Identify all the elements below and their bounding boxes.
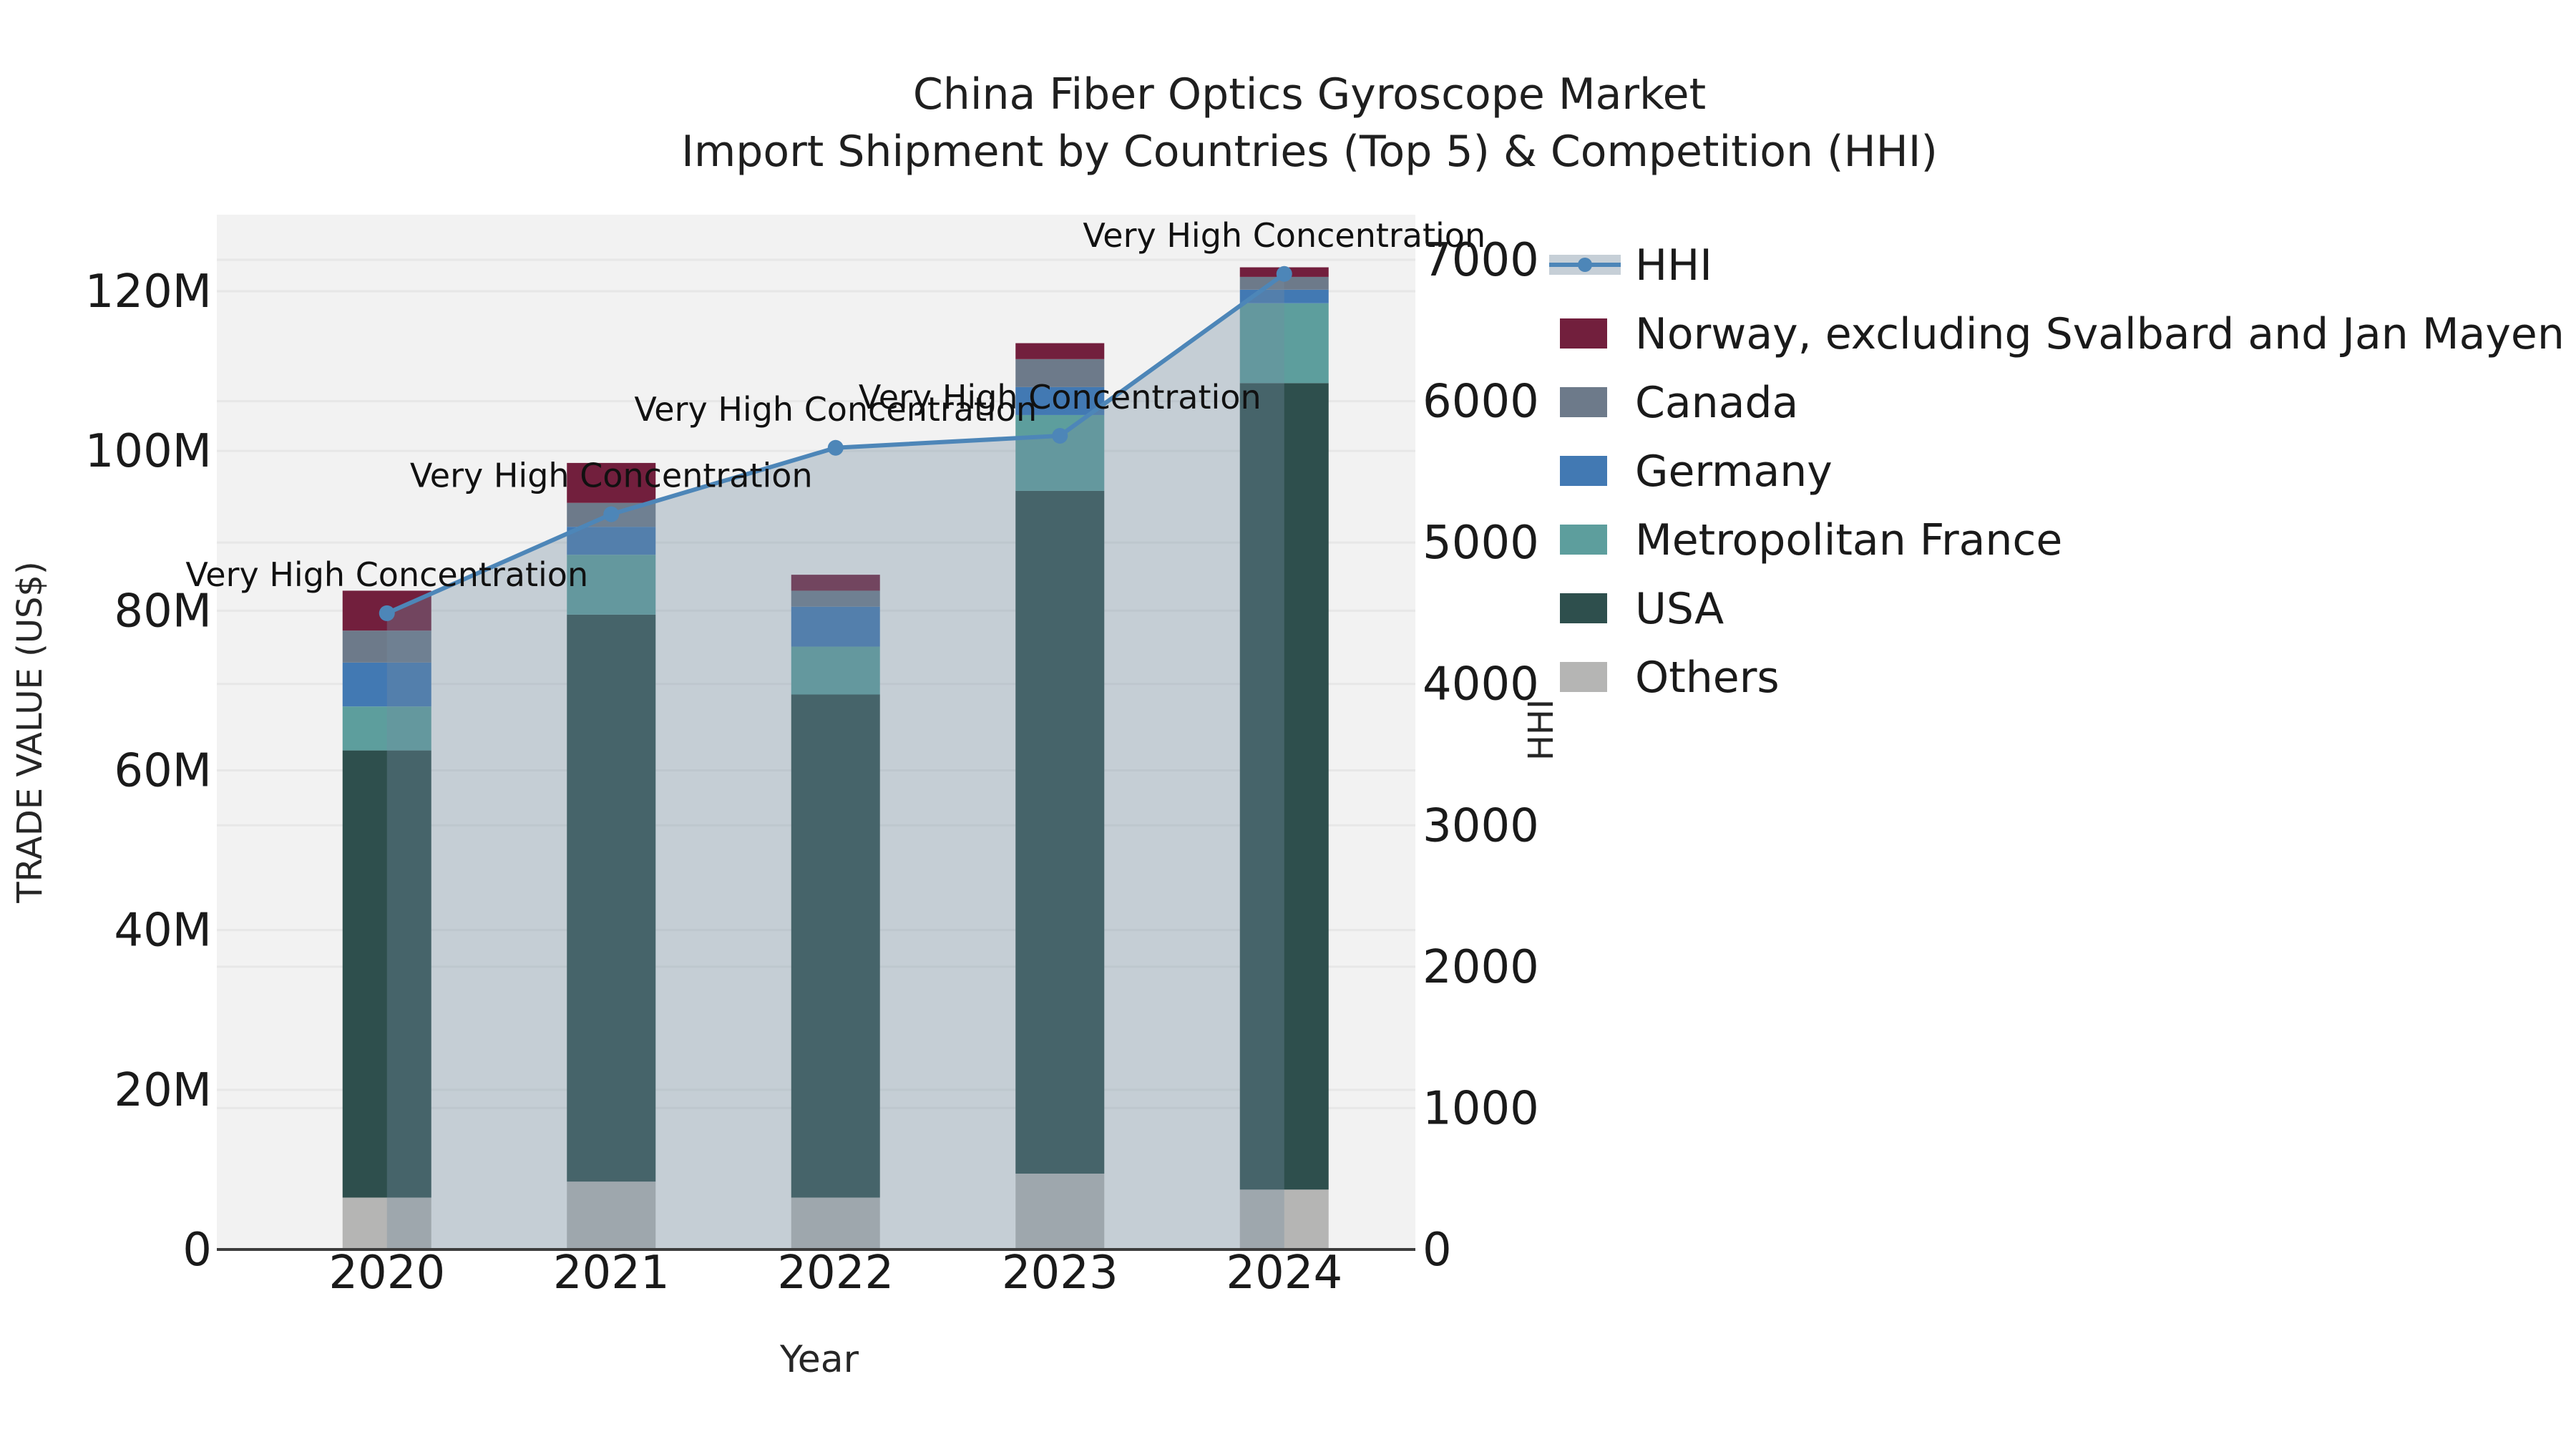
bar-segment-metropolitan-france-2021 xyxy=(567,555,656,615)
chart-title-line1: China Fiber Optics Gyroscope Market xyxy=(913,69,1706,120)
legend: HHI Norway, excluding Svalbard and Jan Ma… xyxy=(1549,240,2565,703)
y-left-tick-100M: 100M xyxy=(85,425,212,478)
chart-title-line2: Import Shipment by Countries (Top 5) & C… xyxy=(681,127,1938,177)
legend-label: Canada xyxy=(1635,378,1798,428)
x-tick-2020: 2020 xyxy=(328,1247,445,1300)
bar-segment-canada-2023 xyxy=(1015,359,1105,387)
x-tick-2024: 2024 xyxy=(1226,1247,1342,1300)
x-tick-2023: 2023 xyxy=(1002,1247,1118,1300)
bar-segment-germany-2021 xyxy=(567,527,656,555)
legend-item-canada: Canada xyxy=(1560,378,1798,428)
hhi-line-series xyxy=(379,265,1292,621)
y-right-tick-6000: 6000 xyxy=(1423,376,1539,429)
annotation-2022: Very High Concentration xyxy=(634,390,1037,429)
y-right-tick-2000: 2000 xyxy=(1423,941,1539,994)
bar-segment-norway-excluding-svalbard-and-jan-mayen-2021 xyxy=(567,462,656,503)
legend-item-hhi: HHI xyxy=(1549,240,1712,291)
y-right-tick-7000: 7000 xyxy=(1423,234,1539,287)
y-left-tick-120M: 120M xyxy=(85,265,212,318)
annotation-2021: Very High Concentration xyxy=(410,457,813,495)
legend-item-usa: USA xyxy=(1560,584,1724,634)
bar-segment-canada-2022 xyxy=(791,590,880,607)
legend-item-germany: Germany xyxy=(1560,447,1833,497)
y-right-tick-3000: 3000 xyxy=(1423,799,1539,852)
legend-swatch xyxy=(1560,662,1607,692)
y-right-tick-4000: 4000 xyxy=(1423,658,1539,711)
bar-segment-others-2024 xyxy=(1239,1189,1329,1249)
bar-segment-metropolitan-france-2020 xyxy=(342,706,431,751)
y-right-tick-5000: 5000 xyxy=(1423,517,1539,570)
y-left-tick-80M: 80M xyxy=(114,585,212,638)
hhi-point-2021 xyxy=(603,506,620,522)
y-right-tick-1000: 1000 xyxy=(1423,1082,1539,1135)
annotation-2024: Very High Concentration xyxy=(1083,216,1485,255)
bar-segment-usa-2024 xyxy=(1239,383,1329,1190)
y-left-tick-40M: 40M xyxy=(114,905,212,958)
bar-segment-canada-2020 xyxy=(342,630,431,663)
bar-segment-canada-2024 xyxy=(1239,276,1329,290)
x-tick-2021: 2021 xyxy=(553,1247,670,1300)
stacked-bars xyxy=(342,267,1329,1249)
bar-segment-usa-2023 xyxy=(1015,490,1105,1174)
legend-label: Norway, excluding Svalbard and Jan Mayen xyxy=(1635,309,2565,359)
x-axis-label: Year xyxy=(779,1338,859,1381)
bar-segment-norway-excluding-svalbard-and-jan-mayen-2022 xyxy=(791,575,880,591)
legend-item-norway-excluding-svalbard-and-jan-mayen: Norway, excluding Svalbard and Jan Mayen xyxy=(1560,309,2565,359)
bar-segment-germany-2022 xyxy=(791,606,880,647)
bar-segment-metropolitan-france-2022 xyxy=(791,646,880,695)
hhi-point-2024 xyxy=(1276,265,1292,282)
y-left-tick-0: 0 xyxy=(182,1224,212,1277)
legend-swatch xyxy=(1560,456,1607,486)
legend-item-metropolitan-france: Metropolitan France xyxy=(1560,515,2062,565)
bar-segment-usa-2022 xyxy=(791,694,880,1198)
legend-hhi-marker-dot xyxy=(1578,258,1592,272)
legend-swatch xyxy=(1560,593,1607,623)
bar-segment-metropolitan-france-2024 xyxy=(1239,303,1329,384)
bar-segment-germany-2024 xyxy=(1239,289,1329,303)
annotation-2023: Very High Concentration xyxy=(859,378,1262,416)
bar-segment-others-2022 xyxy=(791,1197,880,1249)
legend-swatch xyxy=(1560,525,1607,555)
bar-segment-usa-2021 xyxy=(567,614,656,1182)
y-left-tick-60M: 60M xyxy=(114,745,212,798)
legend-swatch xyxy=(1560,387,1607,417)
hhi-point-2023 xyxy=(1052,427,1068,444)
legend-label: Germany xyxy=(1635,447,1833,497)
bar-segment-germany-2023 xyxy=(1015,386,1105,415)
bar-segment-usa-2020 xyxy=(342,750,431,1198)
x-tick-2022: 2022 xyxy=(777,1247,894,1300)
bar-segment-germany-2020 xyxy=(342,662,431,707)
y-right-axis-label: HHI xyxy=(1521,699,1561,761)
annotation-2020: Very High Concentration xyxy=(185,555,588,594)
legend-label: HHI xyxy=(1635,240,1712,291)
bar-segment-norway-excluding-svalbard-and-jan-mayen-2023 xyxy=(1015,343,1105,359)
hhi-point-2022 xyxy=(827,439,844,456)
legend-label: USA xyxy=(1635,584,1724,634)
legend-label: Others xyxy=(1635,653,1780,703)
bar-segment-others-2021 xyxy=(567,1181,656,1249)
legend-label: Metropolitan France xyxy=(1635,515,2062,565)
bar-segment-others-2023 xyxy=(1015,1173,1105,1249)
legend-swatch xyxy=(1560,318,1607,349)
y-right-tick-0: 0 xyxy=(1423,1224,1452,1277)
legend-item-others: Others xyxy=(1560,653,1780,703)
y-left-axis-label: TRADE VALUE (US$) xyxy=(10,561,50,903)
bar-segment-others-2020 xyxy=(342,1197,431,1249)
bar-segment-metropolitan-france-2023 xyxy=(1015,414,1105,491)
y-left-tick-20M: 20M xyxy=(114,1064,212,1117)
axes: 0 20M 40M 60M 80M 100M 120M 0 1000 2000 3000 4000 50… xyxy=(85,234,1539,1300)
hhi-point-2020 xyxy=(379,605,395,621)
